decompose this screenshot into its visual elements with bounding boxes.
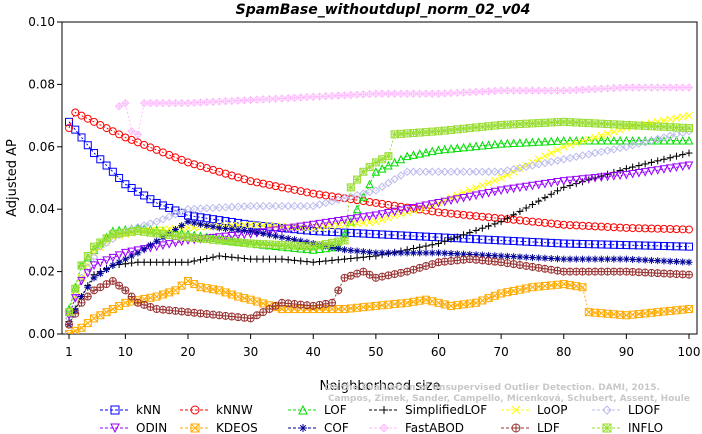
legend: kNN kNNW LOF SimplifiedLOF LoOP LDOF ODIN KDEOS… xyxy=(100,403,663,434)
legend-label: LDOF xyxy=(628,403,660,417)
legend-label: LoOP xyxy=(537,403,568,417)
watermark-title: On the Evaluation of Unsupervised Outlie… xyxy=(325,383,660,393)
series-markers xyxy=(65,255,693,329)
legend-item-simplifiedlof: SimplifiedLOF xyxy=(369,403,487,417)
series-fastabod xyxy=(114,83,694,139)
legend-item-knnw: kNNW xyxy=(180,403,253,417)
series-layer xyxy=(64,83,694,334)
legend-label: ODIN xyxy=(136,421,167,434)
legend-item-fastabod: FastABOD xyxy=(369,421,464,434)
series-markers xyxy=(65,108,693,234)
x-tick-label: 50 xyxy=(368,345,383,359)
series-markers xyxy=(65,218,693,329)
x-tick-label: 10 xyxy=(118,345,133,359)
series-markers xyxy=(65,117,693,317)
series-line xyxy=(68,165,690,316)
y-tick-label: 0.04 xyxy=(28,202,55,216)
series-knnw xyxy=(65,108,693,234)
legend-item-inflo: INFLO xyxy=(592,421,663,434)
x-tick-label: 100 xyxy=(678,345,701,359)
legend-item-kdeos: KDEOS xyxy=(180,421,258,434)
watermark-authors: Campos, Zimek, Sander, Campello, Micenko… xyxy=(328,394,690,404)
legend-item-loop: LoOP xyxy=(501,403,568,417)
series-markers xyxy=(65,117,693,251)
x-tick-label: 70 xyxy=(493,345,508,359)
series-line xyxy=(68,258,690,325)
legend-label: FastABOD xyxy=(405,421,464,434)
legend-label: kNNW xyxy=(216,403,253,417)
y-tick-label: 0.10 xyxy=(28,15,55,29)
plot-frame xyxy=(61,21,698,335)
series-markers xyxy=(114,83,694,139)
series-markers xyxy=(65,276,693,334)
axes-layer: 1 10 20 30 40 50 60 70 80 90 100 0.00 0.02 0.04 0.06 0.… xyxy=(28,15,700,359)
series-markers xyxy=(64,161,694,320)
series-kdeos xyxy=(65,276,693,334)
series-cof xyxy=(65,218,693,329)
x-tick-label: 1 xyxy=(65,345,73,359)
legend-item-ldf: LDF xyxy=(501,421,560,434)
legend-item-cof: COF xyxy=(288,421,349,434)
legend-item-knn: kNN xyxy=(100,403,161,417)
legend-label: INFLO xyxy=(628,421,663,434)
x-tick-label: 80 xyxy=(556,345,571,359)
series-odin xyxy=(64,161,694,320)
legend-label: SimplifiedLOF xyxy=(405,403,487,417)
legend-label: LOF xyxy=(324,403,347,417)
y-tick-label: 0.08 xyxy=(28,77,55,91)
legend-label: LDF xyxy=(537,421,560,434)
series-ldf xyxy=(65,255,693,329)
legend-label: COF xyxy=(324,421,349,434)
x-tick-label: 20 xyxy=(180,345,195,359)
series-inflo xyxy=(65,117,693,317)
series-line xyxy=(68,115,690,316)
x-tick-label: 40 xyxy=(306,345,321,359)
legend-item-odin: ODIN xyxy=(100,421,167,434)
x-axis-label: Neighborhood size xyxy=(320,379,441,394)
legend-label: kNN xyxy=(136,403,161,417)
y-axis-label: Adjusted AP xyxy=(5,139,20,217)
series-knn xyxy=(65,117,693,251)
legend-item-ldof: LDOF xyxy=(592,403,660,417)
legend-item-lof: LOF xyxy=(288,403,347,417)
x-tick-label: 60 xyxy=(431,345,446,359)
x-tick-label: 30 xyxy=(243,345,258,359)
chart-title: SpamBase_withoutdupl_norm_02_v04 xyxy=(236,2,531,18)
y-tick-label: 0.06 xyxy=(28,140,55,154)
y-tick-label: 0.02 xyxy=(28,265,55,279)
y-tick-label: 0.00 xyxy=(28,327,55,341)
x-tick-label: 90 xyxy=(619,345,634,359)
legend-label: KDEOS xyxy=(216,421,258,434)
